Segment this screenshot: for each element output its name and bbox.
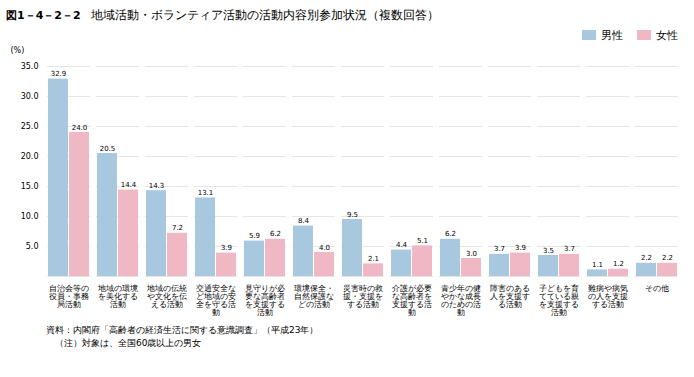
svg-text:13.1: 13.1 xyxy=(198,189,214,197)
svg-text:35.0: 35.0 xyxy=(21,62,39,71)
svg-text:7.2: 7.2 xyxy=(172,224,183,232)
svg-text:32.9: 32.9 xyxy=(51,70,67,78)
svg-text:交通安全など地域の安全を守る活動: 交通安全など地域の安全を守る活動 xyxy=(196,284,236,317)
html-text:（注）対象は、全国60歳以上の男女: （注）対象は、全国60歳以上の男女 xyxy=(46,338,202,348)
svg-text:14.4: 14.4 xyxy=(121,181,137,189)
svg-text:20.0: 20.0 xyxy=(21,152,39,161)
svg-text:見守りが必要な高齢者を支援する活動: 見守りが必要な高齢者を支援する活動 xyxy=(245,284,285,317)
svg-text:14.3: 14.3 xyxy=(149,182,165,190)
svg-text:その他: その他 xyxy=(645,284,669,293)
svg-text:20.5: 20.5 xyxy=(100,145,116,153)
svg-text:2.1: 2.1 xyxy=(368,255,379,263)
svg-text:自治会等の役員・事務局活動: 自治会等の役員・事務局活動 xyxy=(49,284,89,309)
html-text:女性: 女性 xyxy=(656,28,678,42)
svg-text:地域の伝統や文化を伝える活動: 地域の伝統や文化を伝える活動 xyxy=(146,284,187,309)
svg-text:介護が必要な高齢者を支援する活動: 介護が必要な高齢者を支援する活動 xyxy=(392,284,432,317)
html-text:資料：内閣府「高齢者の経済生活に関する意識調査」（平成23年: 資料：内閣府「高齢者の経済生活に関する意識調査」（平成23年） xyxy=(46,325,319,335)
svg-text:6.2: 6.2 xyxy=(445,230,456,238)
svg-text:子どもを育てている親を支援する活動: 子どもを育てている親を支援する活動 xyxy=(539,284,579,317)
svg-text:難病や病気の人を支援する活動: 難病や病気の人を支援する活動 xyxy=(588,284,628,309)
svg-text:6.2: 6.2 xyxy=(270,230,281,238)
svg-text:2.2: 2.2 xyxy=(662,254,673,262)
svg-text:2.2: 2.2 xyxy=(641,254,652,262)
svg-text:3.5: 3.5 xyxy=(543,247,554,255)
svg-text:5.1: 5.1 xyxy=(417,237,428,245)
svg-text:4.0: 4.0 xyxy=(319,244,330,252)
svg-text:10.0: 10.0 xyxy=(21,212,39,221)
svg-text:3.7: 3.7 xyxy=(494,245,505,253)
svg-text:1.1: 1.1 xyxy=(592,261,603,269)
svg-text:5.0: 5.0 xyxy=(26,242,39,251)
svg-text:青少年の健やかな成長のための活動: 青少年の健やかな成長のための活動 xyxy=(441,284,481,317)
svg-text:3.7: 3.7 xyxy=(564,245,575,253)
svg-text:(%): (%) xyxy=(11,46,25,55)
html-text:地域活動・ボランティア活動の活動内容別参加状況（複数回答）: 地域活動・ボランティア活動の活動内容別参加状況（複数回答） xyxy=(90,7,439,22)
svg-text:24.0: 24.0 xyxy=(72,124,88,132)
svg-text:3.9: 3.9 xyxy=(221,244,232,252)
html-text:男性: 男性 xyxy=(601,28,623,42)
svg-text:3.9: 3.9 xyxy=(515,244,526,252)
svg-text:25.0: 25.0 xyxy=(21,122,39,131)
svg-text:4.4: 4.4 xyxy=(396,241,408,249)
svg-text:環境保全・自然保護などの活動: 環境保全・自然保護などの活動 xyxy=(294,284,334,309)
svg-text:30.0: 30.0 xyxy=(21,92,39,101)
svg-text:9.5: 9.5 xyxy=(347,211,358,219)
svg-text:8.4: 8.4 xyxy=(298,217,310,225)
svg-text:3.0: 3.0 xyxy=(466,250,477,258)
svg-text:地域の環境を美化する活動: 地域の環境を美化する活動 xyxy=(97,284,138,309)
html-text:図1－4－2－2: 図1－4－2－2 xyxy=(6,8,81,22)
svg-text:災害時の救援・支援をする活動: 災害時の救援・支援をする活動 xyxy=(343,284,383,309)
svg-text:1.2: 1.2 xyxy=(613,260,624,268)
svg-text:15.0: 15.0 xyxy=(21,182,39,191)
svg-text:5.9: 5.9 xyxy=(249,232,260,240)
svg-text:障害のある人を支援する活動: 障害のある人を支援する活動 xyxy=(490,284,530,309)
